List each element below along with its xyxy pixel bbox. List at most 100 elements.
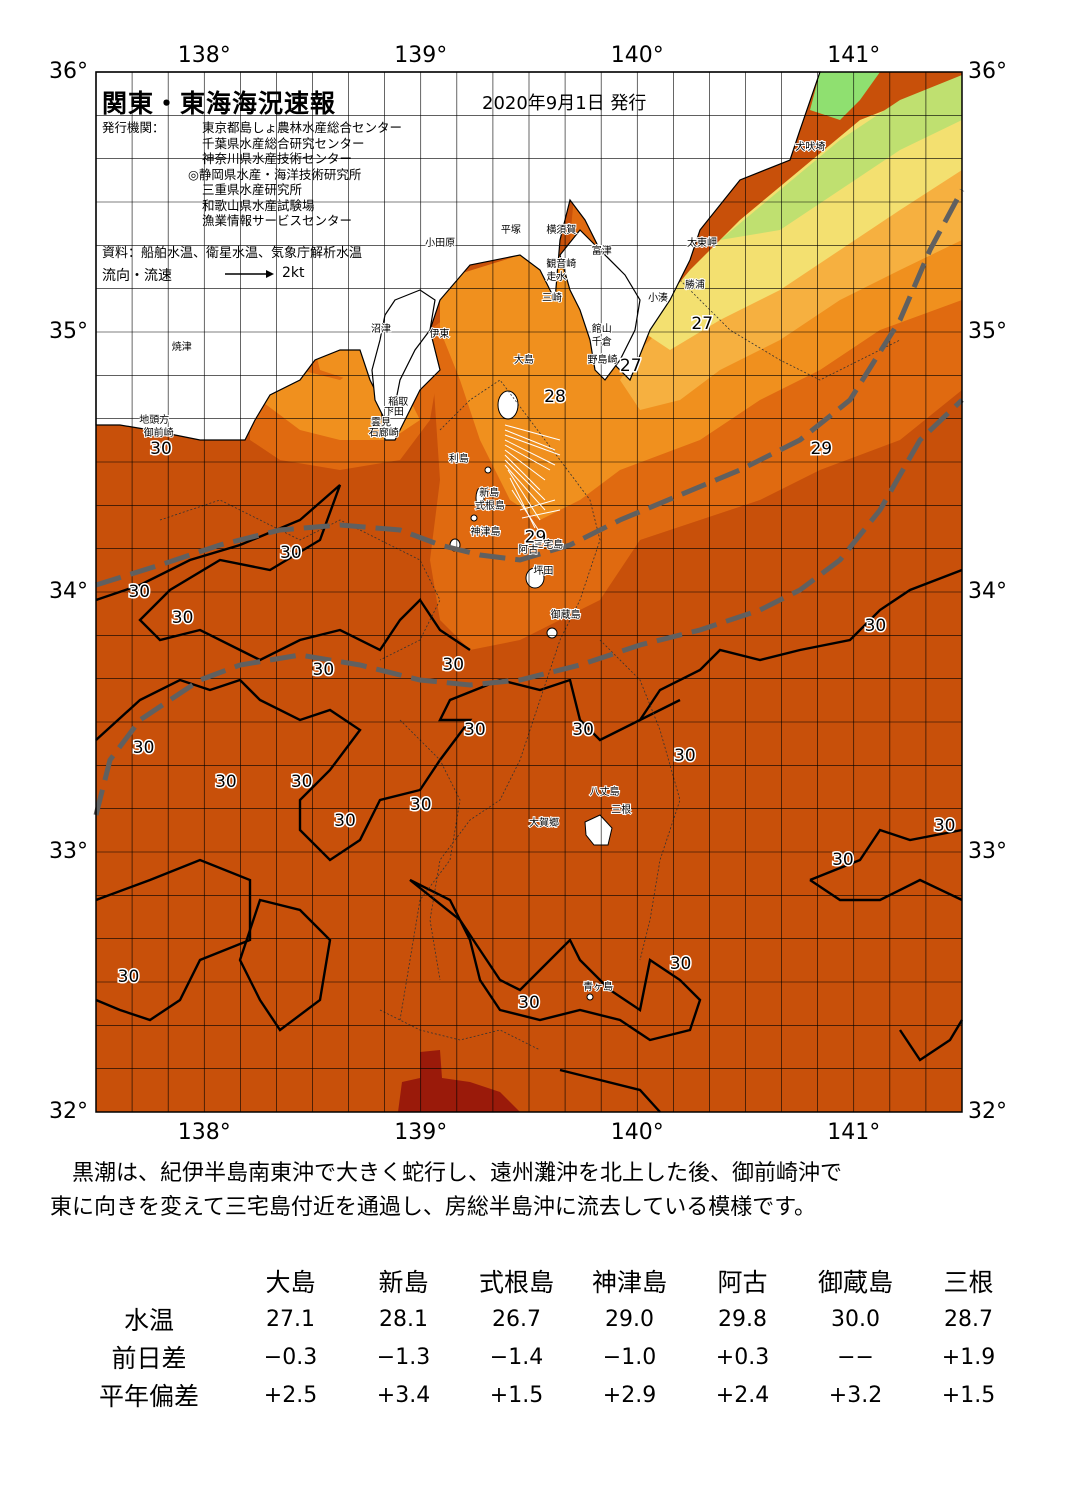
sst-25-band — [720, 75, 962, 240]
depth-contours — [159, 279, 901, 1051]
summary-line: 黒潮は、紀伊半島南東沖で大きく蛇行し、遠州灘沖を北上した後、御前崎沖で — [72, 1161, 843, 1186]
sst-31-patch — [398, 1050, 520, 1112]
cell-value: −1.4 — [489, 1344, 544, 1370]
column-header: 御蔵島 — [817, 1268, 893, 1297]
temperature-label: 30 — [150, 439, 172, 459]
cell-value: −1.3 — [376, 1344, 431, 1370]
temperature-label: 30 — [280, 543, 302, 563]
temperature-label: 30 — [128, 582, 150, 602]
table-row: 前日差 −0.3 −1.3 −1.4 −1.0 +0.3 −− +1.9 — [64, 1338, 1025, 1376]
column-header: 三根 — [943, 1268, 994, 1297]
place-name: 焼津 — [172, 341, 192, 353]
axis-tick-label: 34° — [49, 579, 88, 604]
temperature-label: 30 — [442, 655, 464, 675]
place-name: 勝浦 — [685, 278, 705, 291]
row-label: 水温 — [123, 1306, 174, 1335]
axis-tick-label: 140° — [610, 43, 664, 68]
axis-tick-label: 33° — [49, 839, 88, 864]
place-name: 野島崎 — [587, 353, 617, 366]
legend-arrow — [225, 270, 274, 278]
temperature-label: 30 — [865, 616, 887, 636]
cell-value: 28.7 — [944, 1306, 993, 1332]
place-name: 伊東 — [429, 327, 449, 340]
island-miyakejima — [525, 567, 545, 589]
place-name: 御前崎 — [144, 426, 174, 439]
publisher-item: 和歌山県水産試験場 — [202, 197, 315, 213]
kuroshio-axis — [93, 188, 965, 816]
place-name: 三崎 — [542, 291, 562, 304]
island-mikurajima — [546, 627, 558, 639]
temperature-label: 29 — [810, 439, 832, 459]
place-name: 神津島 — [471, 525, 501, 538]
axis-tick-label: 32° — [968, 1099, 1007, 1124]
temperature-label: 27 — [620, 356, 642, 376]
sea-temperature-map: 30 30 30 30 30 30 30 30 30 30 30 30 30 30 30 30 30 30 30 30… — [93, 71, 965, 1113]
cell-value: +2.5 — [263, 1382, 318, 1408]
cell-value: −1.0 — [602, 1344, 657, 1370]
place-name: 平塚 — [501, 224, 521, 236]
place-name: 大賀郷 — [529, 816, 559, 829]
place-name: 式根島 — [475, 499, 505, 512]
place-name: 雲見 — [371, 417, 391, 429]
place-name: 利島 — [449, 452, 469, 465]
place-name: 坪田 — [533, 564, 553, 577]
island-shikinejima — [470, 514, 478, 522]
observation-table: 大島 新島 式根島 神津島 阿古 御蔵島 三根 水温 27.1 28.1 26.… — [64, 1262, 1025, 1414]
table-header-row: 大島 新島 式根島 神津島 阿古 御蔵島 三根 — [64, 1262, 1025, 1300]
temperature-label: 27 — [691, 314, 713, 334]
temperature-label: 30 — [934, 816, 956, 836]
place-name: 太東岬 — [687, 236, 717, 249]
temperature-label: 30 — [313, 660, 335, 680]
cell-value: +0.3 — [715, 1344, 770, 1370]
place-name: 下田 — [384, 407, 404, 418]
place-name: 富津 — [592, 244, 612, 257]
place-name: 走水 — [546, 271, 566, 283]
temperature-label: 30 — [172, 608, 194, 628]
land-honshu — [95, 71, 821, 441]
axis-tick-label: 36° — [49, 59, 88, 84]
summary-line: 東に向きを変えて三宅島付近を通過し、房総半島沖に流去している模様です。 — [50, 1195, 817, 1220]
issue-date: 2020年9月1日 発行 — [482, 93, 647, 114]
place-name: 三宅島 — [533, 538, 563, 551]
axis-tick-label: 34° — [968, 579, 1007, 604]
temperature-label: 30 — [670, 954, 692, 974]
summary-text: 黒潮は、紀伊半島南東沖で大きく蛇行し、遠州灘沖を北上した後、御前崎沖で 東に向き… — [50, 1157, 1030, 1225]
place-name: 阿古 — [518, 543, 538, 556]
cell-value: 30.0 — [831, 1306, 880, 1332]
temperature-label: 30 — [464, 720, 486, 740]
column-header: 式根島 — [478, 1268, 554, 1297]
column-header: 大島 — [265, 1268, 316, 1297]
map-title: 関東・東海海況速報 — [102, 89, 337, 118]
column-header: 新島 — [378, 1268, 429, 1297]
place-name: 千倉 — [592, 335, 612, 348]
island-toshima — [484, 466, 492, 474]
place-name: 館山 — [592, 322, 612, 335]
place-name: 三根 — [611, 803, 631, 816]
publisher-item: 東京都島しょ農林水産総合センター — [202, 120, 403, 135]
place-name: 犬吠埼 — [795, 140, 825, 153]
axis-tick-label: 138° — [177, 1120, 231, 1145]
temperature-label: 30 — [674, 746, 696, 766]
legend-label: 流向・流速 — [102, 268, 172, 284]
cell-value: +3.4 — [376, 1382, 431, 1408]
land-izu-peninsula — [371, 289, 436, 422]
cell-value: 29.8 — [718, 1306, 767, 1332]
publisher-item: 三重県水産研究所 — [202, 182, 303, 197]
temperature-label: 30 — [291, 772, 313, 792]
axis-tick-label: 32° — [49, 1099, 88, 1124]
cell-value: +3.2 — [828, 1382, 883, 1408]
place-name: 八丈島 — [590, 785, 620, 798]
temperature-label: 30 — [118, 967, 140, 987]
place-name: 観音崎 — [546, 257, 576, 270]
sst-24-band — [810, 72, 880, 120]
place-name: 石廊崎 — [369, 426, 399, 439]
table-row: 水温 27.1 28.1 26.7 29.0 29.8 30.0 28.7 — [64, 1300, 1025, 1338]
temperature-label: 30 — [410, 795, 432, 815]
axis-tick-label: 35° — [49, 319, 88, 344]
isotherm-lines — [95, 484, 964, 1113]
cell-value: +2.4 — [715, 1382, 770, 1408]
temperature-label: 30 — [518, 993, 540, 1013]
axis-tick-label: 33° — [968, 839, 1007, 864]
axis-tick-label: 138° — [177, 43, 231, 68]
